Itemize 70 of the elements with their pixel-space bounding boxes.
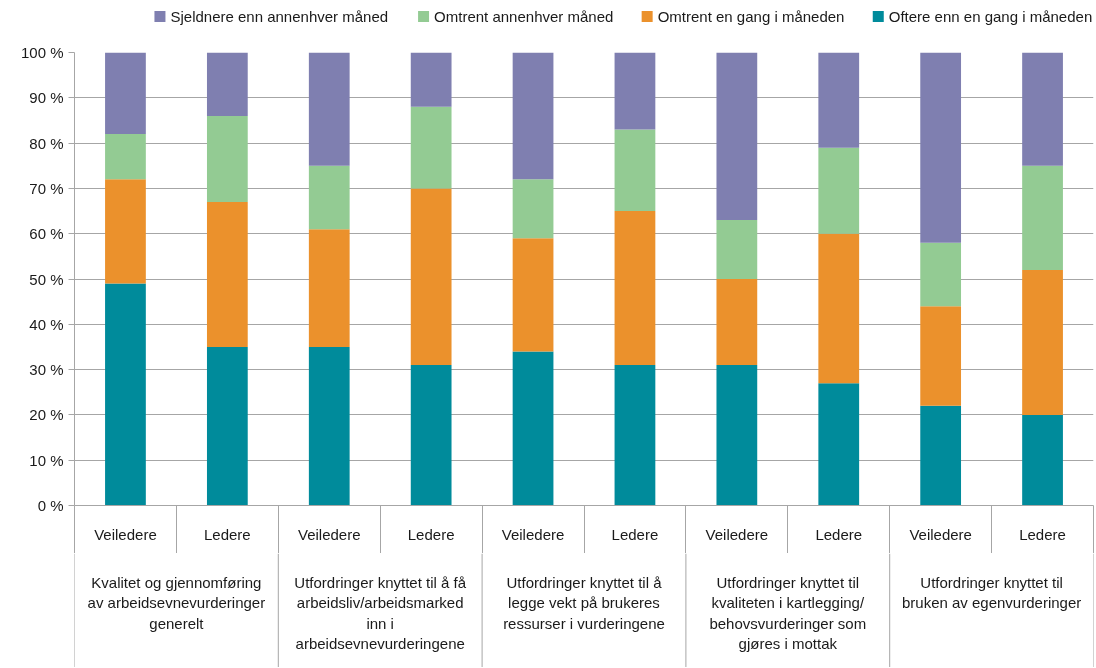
bar bbox=[1022, 52, 1063, 166]
bar bbox=[206, 201, 248, 347]
x-tick-label: Ledere bbox=[407, 525, 455, 543]
y-tick-label: 50 % bbox=[29, 270, 64, 288]
bar bbox=[1022, 414, 1063, 506]
bar bbox=[920, 52, 962, 243]
bar bbox=[206, 346, 248, 506]
bar bbox=[818, 383, 860, 506]
x-tick-label: Veiledere bbox=[501, 525, 565, 543]
bar bbox=[716, 279, 758, 366]
bar bbox=[818, 233, 860, 384]
legend-label: Sjeldnere enn annenhver måned bbox=[170, 8, 389, 25]
bar bbox=[716, 365, 758, 506]
legend-label: Omtrent en gang i måneden bbox=[657, 8, 845, 25]
bar bbox=[410, 365, 452, 506]
bar bbox=[308, 52, 350, 166]
bar bbox=[920, 242, 962, 307]
bar bbox=[105, 52, 146, 135]
bar bbox=[206, 52, 248, 116]
x-tick-label: Veiledere bbox=[297, 525, 361, 543]
text: Kvalitet og gjennomføring av arbeidsevnevurderinger generelt bbox=[87, 574, 266, 632]
bar bbox=[512, 179, 554, 239]
bar bbox=[410, 188, 452, 366]
bar bbox=[105, 179, 146, 284]
bar bbox=[308, 346, 350, 506]
bar bbox=[512, 351, 554, 506]
bar bbox=[716, 52, 758, 221]
x-tick-label: Veiledere bbox=[705, 525, 769, 543]
bar bbox=[410, 52, 452, 107]
bar bbox=[512, 238, 554, 352]
y-tick-label: 70 % bbox=[29, 179, 64, 197]
bar bbox=[614, 52, 656, 130]
bar bbox=[308, 165, 350, 230]
y-tick-label: 10 % bbox=[29, 451, 64, 469]
text: Utfordringer knyttet til å få arbeidsliv/arbeidsmarked inn i arbeidsevnevurderingene bbox=[294, 574, 467, 653]
text: Utfordringer knyttet til bruken av egenvurderinger bbox=[901, 574, 1082, 612]
bar bbox=[1022, 165, 1063, 270]
bar bbox=[410, 106, 452, 189]
bar bbox=[512, 52, 554, 180]
bar bbox=[716, 220, 758, 279]
text: Utfordringer knyttet til kvaliteten i kartlegging/ behovsvurderinger som gjøres i mottak bbox=[709, 574, 867, 653]
bar bbox=[614, 129, 656, 212]
bar bbox=[818, 52, 860, 148]
bar bbox=[1022, 269, 1063, 415]
x-tick-label: Ledere bbox=[204, 525, 251, 543]
bar bbox=[308, 229, 350, 347]
bar bbox=[614, 211, 656, 366]
bar bbox=[206, 115, 248, 202]
text: Utfordringer knyttet til å legge vekt på brukeres ressurser i vurderingene bbox=[503, 574, 665, 632]
bar bbox=[920, 405, 962, 506]
bar bbox=[818, 147, 860, 234]
bar bbox=[614, 365, 656, 506]
legend-label: Omtrent annenhver måned bbox=[434, 8, 614, 25]
bar bbox=[105, 134, 146, 180]
y-tick-label: 90 % bbox=[29, 89, 64, 107]
y-tick-label: 30 % bbox=[29, 361, 64, 379]
x-tick-label: Veiledere bbox=[94, 525, 157, 543]
x-tick-label: Veiledere bbox=[909, 525, 972, 543]
legend-label: Oftere enn en gang i måneden bbox=[888, 8, 1093, 25]
x-tick-label: Ledere bbox=[1019, 525, 1066, 543]
y-tick-label: 100 % bbox=[20, 44, 64, 61]
y-tick-label: 80 % bbox=[29, 134, 64, 152]
x-tick-label: Ledere bbox=[815, 525, 863, 543]
bar bbox=[105, 283, 146, 506]
y-tick-label: 0 % bbox=[37, 497, 64, 514]
y-tick-label: 60 % bbox=[29, 225, 64, 243]
y-tick-label: 40 % bbox=[29, 315, 64, 333]
x-tick-label: Ledere bbox=[611, 525, 659, 543]
y-tick-label: 20 % bbox=[29, 406, 64, 424]
bar bbox=[920, 306, 962, 406]
